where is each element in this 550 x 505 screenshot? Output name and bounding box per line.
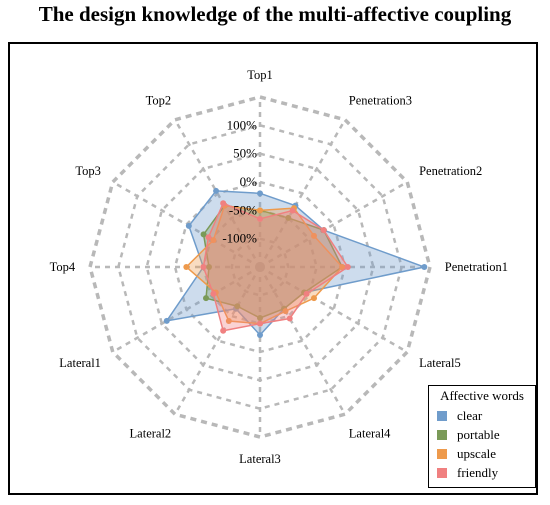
data-point [421, 264, 428, 270]
data-point [303, 290, 310, 297]
data-point [205, 234, 212, 241]
chart-title: The design knowledge of the multi-affect… [38, 2, 512, 26]
axis-label: Lateral4 [349, 426, 391, 440]
data-point [220, 200, 227, 207]
axis-label: Penetration3 [349, 94, 412, 108]
grid-spoke [258, 119, 347, 268]
legend: Affective words clear portable upscale frie… [428, 385, 536, 488]
axis-label: Penetration2 [419, 164, 482, 178]
grid-spoke [112, 265, 261, 354]
grid-spoke [259, 265, 408, 354]
radial-tick-label: 50% [233, 146, 257, 161]
radar-grid [88, 95, 432, 439]
radial-tick-labels: -100% -50% 0% 50% 100% [222, 117, 257, 245]
data-point [257, 315, 263, 321]
data-point [257, 332, 263, 338]
data-point [257, 190, 263, 197]
legend-swatch [437, 429, 447, 440]
data-point [282, 308, 289, 315]
data-point [203, 295, 210, 302]
axis-label: Lateral3 [239, 452, 281, 466]
axis-label: Top3 [75, 164, 101, 178]
grid-spoke [259, 180, 408, 269]
data-point [213, 187, 220, 194]
axis-labels: Top1 Penetration3 Penetration2 Penetration1… [50, 68, 508, 466]
data-point [344, 264, 351, 270]
radial-tick-label: -50% [229, 202, 257, 217]
axis-label: Lateral2 [130, 426, 172, 440]
radial-tick-label: 0% [240, 174, 258, 189]
legend-label: clear [457, 407, 483, 423]
data-point [163, 317, 170, 324]
radar-chart: -100% -50% 0% 50% 100% Top1 Penetration3 Penet… [50, 68, 508, 466]
grid-spoke [173, 266, 262, 415]
legend-title: Affective words [440, 388, 524, 403]
legend-item-portable: portable [429, 425, 535, 444]
data-point [225, 317, 232, 324]
data-point [220, 327, 227, 334]
legend-swatch [437, 448, 447, 459]
axis-label: Penetration1 [445, 260, 508, 274]
axis-label: Lateral5 [419, 356, 461, 370]
radial-tick-label: -100% [222, 231, 257, 246]
data-point [310, 295, 317, 302]
data-point [289, 207, 296, 214]
radial-tick-label: 100% [227, 117, 258, 132]
series-area [202, 202, 349, 332]
data-point [210, 237, 217, 244]
data-point [185, 222, 192, 229]
legend-item-friendly: friendly [429, 463, 535, 482]
series-friendly [200, 200, 351, 334]
series-clear [163, 187, 428, 338]
data-point [339, 264, 346, 270]
axis-label: Top4 [50, 260, 76, 274]
data-point [320, 227, 327, 234]
grid-spoke [258, 266, 347, 415]
data-point [257, 207, 263, 214]
data-point [310, 232, 317, 239]
legend-label: friendly [457, 464, 499, 480]
data-point [286, 315, 293, 322]
legend-item-upscale: upscale [429, 444, 535, 463]
legend-swatch [437, 410, 447, 421]
data-point [257, 320, 263, 327]
axis-label: Lateral1 [59, 356, 101, 370]
data-point [257, 215, 263, 222]
data-point [200, 264, 207, 270]
radar-series [163, 187, 428, 338]
data-point [210, 290, 217, 297]
legend-swatch [437, 467, 447, 478]
legend-items: clear portable upscale friendly [429, 406, 535, 482]
data-point [285, 214, 292, 221]
data-point [200, 231, 207, 238]
legend-label: upscale [457, 445, 496, 461]
legend-item-clear: clear [429, 406, 535, 425]
axis-label: Top2 [146, 94, 172, 108]
chart-frame: -100% -50% 0% 50% 100% Top1 Penetration3 Penet… [8, 42, 538, 495]
axis-label: Top1 [247, 68, 273, 82]
data-point [183, 264, 190, 270]
data-point [206, 264, 212, 270]
data-point [234, 303, 241, 310]
legend-label: portable [457, 426, 500, 442]
